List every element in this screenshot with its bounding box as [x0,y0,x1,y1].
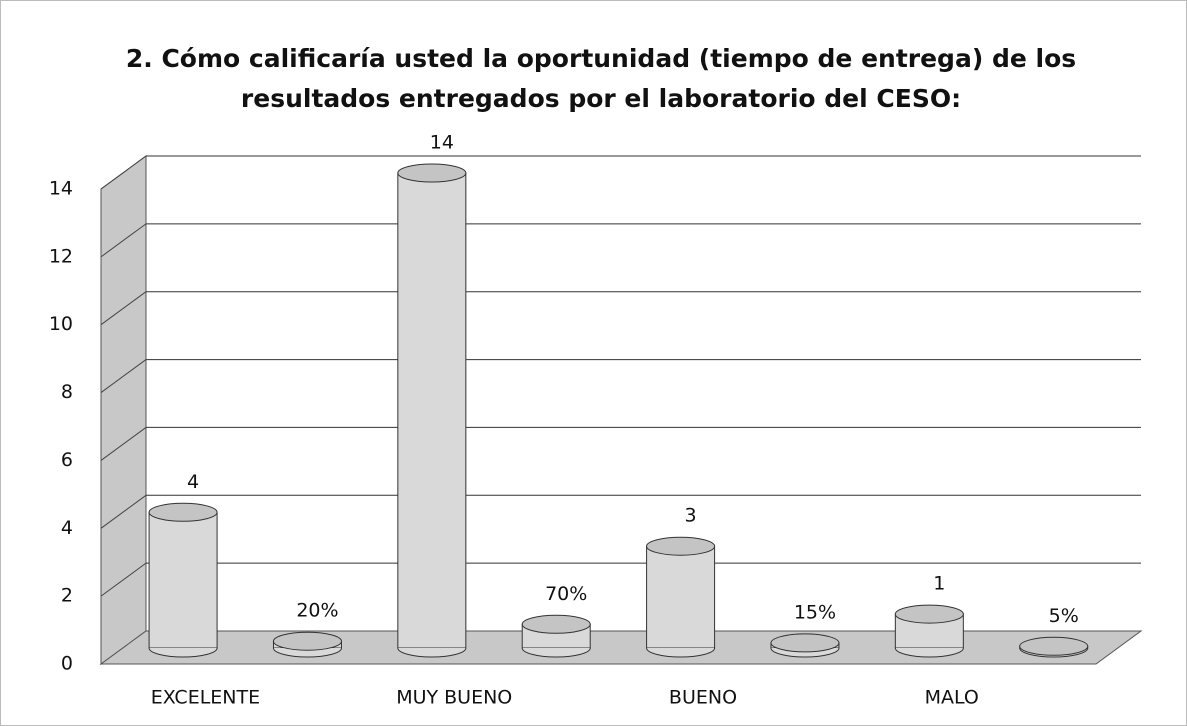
cylinder [1019,636,1089,658]
cylinder-bottom [646,647,716,658]
cylinder [770,633,840,658]
grid-line-side [100,155,147,190]
cylinder-top [148,502,218,522]
left-wall [100,155,147,665]
data-label: 20% [296,600,338,622]
cylinder-top [770,633,840,653]
cylinder [272,631,342,658]
chart-title: 2. Cómo calificaría usted la oportunidad… [125,44,1077,113]
cylinder-bottom [148,647,218,658]
y-tick-label: 0 [61,653,73,675]
cylinder-bottom [894,647,964,658]
cylinder-bottom [272,647,342,658]
cylinder-top [1019,636,1089,656]
x-tick-label: MALO [925,687,979,709]
floor [99,630,1143,665]
grid-line-side [100,427,147,461]
cylinder-top [521,614,591,634]
cylinder-bottom [521,647,591,658]
y-tick-label: 2 [61,585,73,607]
x-tick-label: EXCELENTE [151,687,260,709]
cylinder-body [397,172,467,649]
data-label: 4 [187,471,199,493]
y-tick-label: 14 [49,178,73,200]
y-tick-label: 10 [49,313,73,335]
cylinder [397,163,467,658]
y-tick-label: 6 [61,449,73,471]
cylinder-bottom [397,647,467,658]
data-label: 15% [794,601,836,623]
cylinder-top [272,631,342,651]
data-label: 70% [545,583,587,605]
cylinder-body [646,545,716,649]
cylinder-body [148,511,218,649]
cylinder-top [894,604,964,624]
data-label: 14 [430,132,454,154]
grid-line-side [100,291,147,326]
cylinder [646,536,716,658]
y-tick-label: 8 [61,381,73,403]
y-tick-label: 12 [49,245,73,267]
cylinder [894,604,964,658]
grid-line-side [100,562,147,597]
data-label: 5% [1049,605,1079,627]
cylinder-top [646,536,716,556]
grid-line-side [100,223,147,258]
cylinder [521,614,591,658]
cylinder [148,502,218,658]
grid-line-side [100,359,147,393]
data-label: 1 [933,573,945,595]
data-label: 3 [685,505,697,527]
y-tick-label: 4 [61,517,73,539]
grid-line-side [100,494,147,529]
cylinder-top [397,163,467,183]
x-tick-label: MUY BUENO [396,687,512,709]
x-tick-label: BUENO [669,687,737,709]
